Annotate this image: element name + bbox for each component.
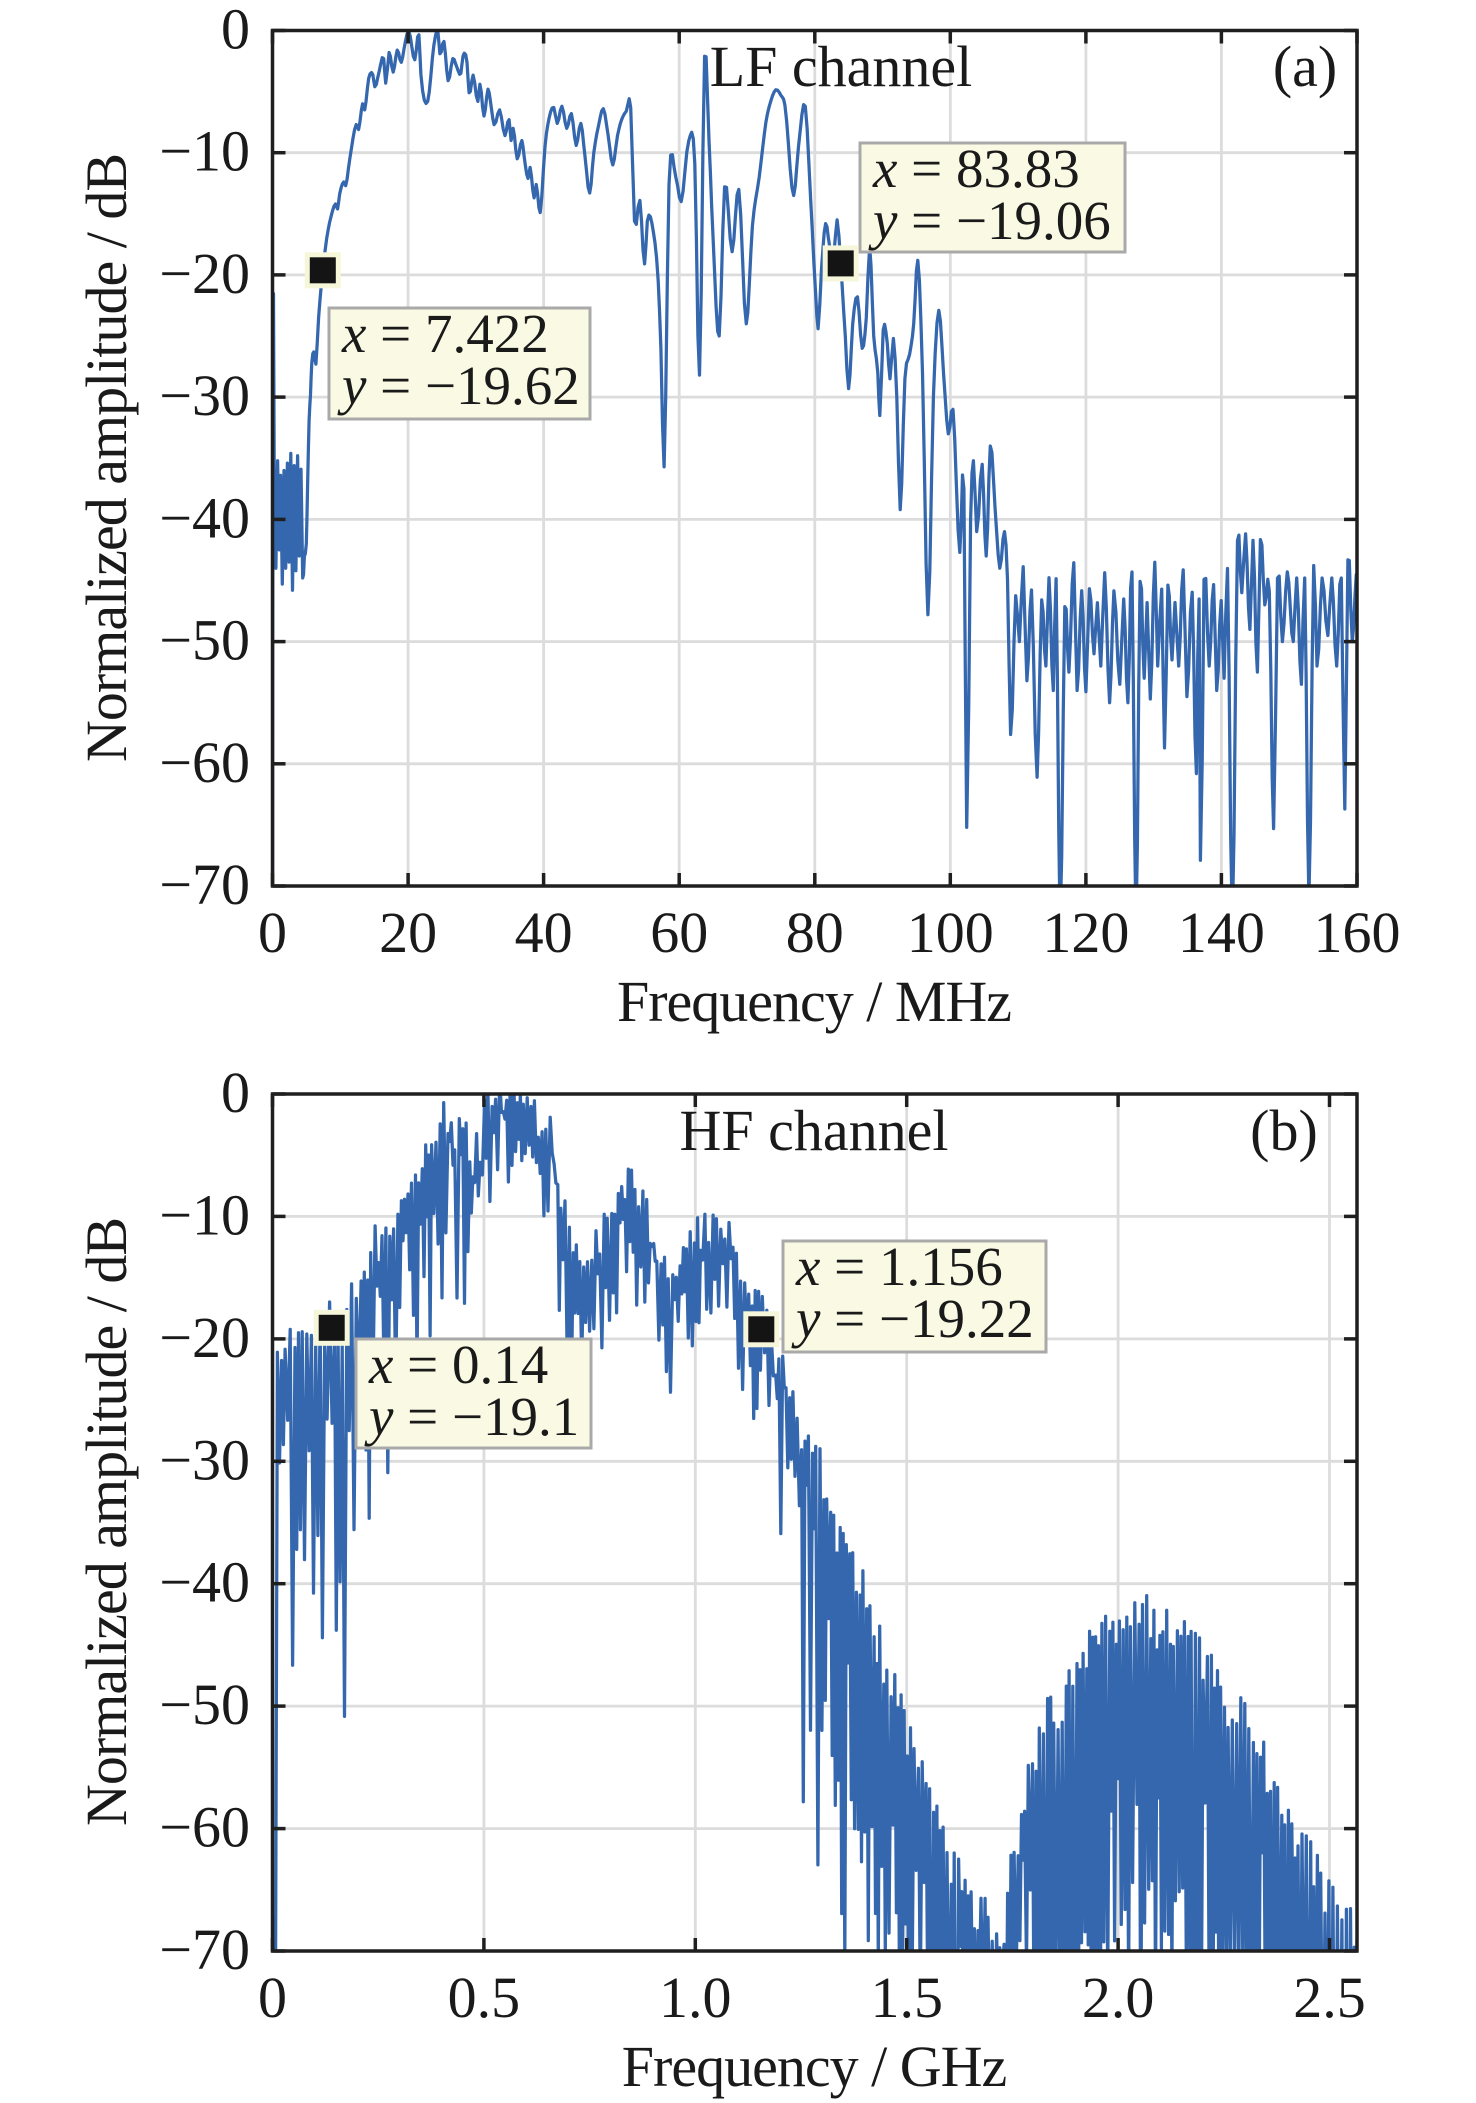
- svg-text:−70: −70: [159, 1917, 250, 1982]
- svg-text:−10: −10: [159, 1182, 250, 1247]
- svg-text:Frequency / MHz: Frequency / MHz: [617, 969, 1011, 1034]
- svg-text:x = 0.14: x = 0.14: [368, 1334, 548, 1395]
- svg-text:−20: −20: [159, 241, 250, 306]
- svg-text:120: 120: [1042, 900, 1129, 965]
- svg-text:HF channel: HF channel: [680, 1098, 949, 1163]
- svg-text:140: 140: [1178, 900, 1265, 965]
- svg-text:−50: −50: [159, 608, 250, 673]
- svg-text:1.5: 1.5: [870, 1965, 943, 2030]
- svg-text:−60: −60: [159, 730, 250, 795]
- svg-text:−10: −10: [159, 119, 250, 184]
- svg-text:x = 7.422: x = 7.422: [341, 303, 549, 364]
- svg-text:−20: −20: [159, 1305, 250, 1370]
- svg-text:Normalized amplitude / dB: Normalized amplitude / dB: [74, 1218, 139, 1826]
- svg-text:−30: −30: [159, 363, 250, 428]
- svg-text:60: 60: [650, 900, 708, 965]
- svg-text:2.5: 2.5: [1293, 1965, 1366, 2030]
- svg-text:−70: −70: [159, 852, 250, 917]
- svg-text:100: 100: [907, 900, 994, 965]
- svg-text:y = −19.22: y = −19.22: [791, 1288, 1034, 1349]
- svg-text:0: 0: [221, 1060, 250, 1125]
- svg-text:−40: −40: [159, 1550, 250, 1615]
- svg-text:Normalized amplitude / dB: Normalized amplitude / dB: [74, 154, 139, 762]
- svg-text:0: 0: [221, 0, 250, 62]
- svg-text:0: 0: [258, 1965, 287, 2030]
- svg-text:−60: −60: [159, 1795, 250, 1860]
- svg-text:−30: −30: [159, 1427, 250, 1492]
- svg-text:1.0: 1.0: [659, 1965, 732, 2030]
- svg-text:0.5: 0.5: [448, 1965, 521, 2030]
- svg-text:(b): (b): [1250, 1098, 1318, 1163]
- svg-text:2.0: 2.0: [1082, 1965, 1155, 2030]
- svg-text:0: 0: [258, 900, 287, 965]
- svg-text:Frequency / GHz: Frequency / GHz: [622, 2034, 1007, 2099]
- svg-text:x = 83.83: x = 83.83: [872, 138, 1080, 199]
- svg-text:80: 80: [786, 900, 844, 965]
- svg-text:160: 160: [1314, 900, 1401, 965]
- svg-text:x = 1.156: x = 1.156: [795, 1236, 1003, 1297]
- svg-text:−50: −50: [159, 1672, 250, 1737]
- svg-text:40: 40: [515, 900, 573, 965]
- svg-text:−40: −40: [159, 485, 250, 550]
- svg-text:(a): (a): [1273, 34, 1337, 99]
- svg-text:20: 20: [379, 900, 437, 965]
- svg-text:y = −19.06: y = −19.06: [868, 190, 1111, 251]
- svg-text:LF channel: LF channel: [710, 34, 973, 99]
- svg-text:y = −19.1: y = −19.1: [364, 1386, 579, 1447]
- svg-text:y = −19.62: y = −19.62: [337, 355, 580, 416]
